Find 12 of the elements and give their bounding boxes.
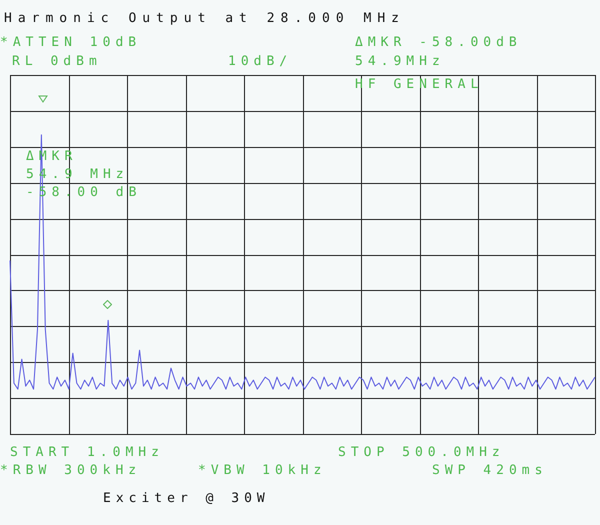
text: *ATTEN 10dB bbox=[0, 35, 142, 50]
text: Exciter @ 30W bbox=[103, 491, 270, 506]
text: RL 0dBm bbox=[12, 54, 102, 69]
chart-title: Harmonic Output at 28.000 MHz bbox=[4, 11, 405, 26]
text: 54.9MHz bbox=[355, 54, 445, 69]
text: SWP 420ms bbox=[432, 463, 548, 478]
text: *RBW 300kHz bbox=[0, 463, 142, 478]
text: STOP 500.0MHz bbox=[338, 445, 505, 460]
text: *VBW 10kHz bbox=[198, 463, 326, 478]
text: ΔMKR -58.00dB bbox=[355, 35, 522, 50]
text: 10dB/ bbox=[228, 54, 292, 69]
text: START 1.0MHz bbox=[10, 445, 164, 460]
